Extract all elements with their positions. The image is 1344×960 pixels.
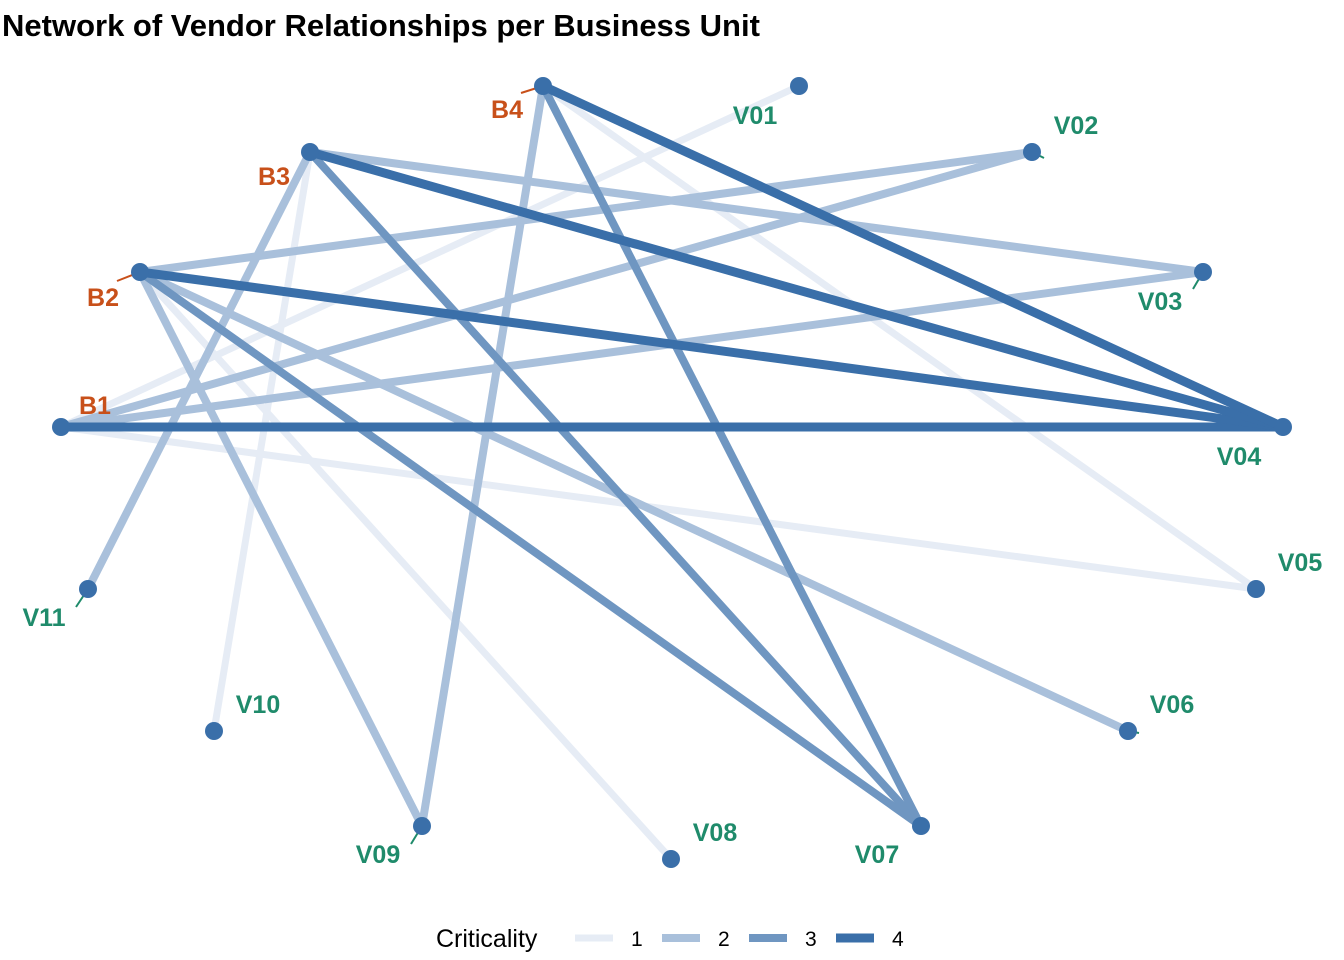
node-v10: [205, 722, 223, 740]
edge-b2-v02: [139, 148, 1033, 276]
node-b4: [534, 77, 552, 95]
node-b1: [52, 418, 70, 436]
edge-b2-v09: [136, 270, 426, 828]
node-label-b4: B4: [491, 96, 523, 124]
node-v02: [1023, 143, 1041, 161]
node-v05: [1247, 580, 1265, 598]
edges-layer: [59, 81, 1285, 862]
node-v03: [1194, 263, 1212, 281]
legend-keys: 1 2 3 4: [575, 928, 904, 951]
nodes-layer: [52, 77, 1292, 868]
node-label-v01: V01: [733, 102, 778, 130]
node-label-v02: V02: [1054, 112, 1098, 140]
edge-b3-v03: [309, 148, 1204, 276]
node-label-v10: V10: [236, 691, 280, 719]
node-labels-layer: B1 B2 B3 B4 V01 V02 V03 V04 V05 V06 V07 V08 V09 V10 V1…: [22, 96, 1322, 869]
node-label-v04: V04: [1217, 443, 1262, 471]
legend-title: Criticality: [436, 925, 538, 953]
edge-b3-v07: [307, 149, 924, 829]
node-v07: [912, 817, 930, 835]
edge-b4-v07: [539, 84, 925, 828]
node-v04: [1274, 418, 1292, 436]
node-label-b3: B3: [258, 163, 290, 191]
edge-b3-v11: [84, 150, 314, 591]
edge-b2-v04: [139, 267, 1284, 432]
node-v08: [662, 850, 680, 868]
edge-b4-v05: [540, 83, 1259, 592]
edge-b4-v04: [541, 81, 1285, 432]
edge-b2-v07: [137, 268, 924, 830]
node-label-v05: V05: [1278, 549, 1323, 577]
legend-label-1: 1: [631, 928, 643, 951]
edge-b2-v06: [138, 268, 1130, 735]
node-label-b2: B2: [87, 284, 119, 312]
node-label-v08: V08: [693, 819, 738, 847]
legend: Criticality 1 2 3 4: [436, 925, 904, 953]
node-label-v07: V07: [855, 841, 899, 869]
legend-label-2: 2: [718, 928, 730, 951]
node-v06: [1119, 722, 1137, 740]
legend-label-3: 3: [805, 928, 817, 951]
node-v09: [413, 817, 431, 835]
legend-label-4: 4: [892, 928, 904, 951]
node-label-v11: V11: [22, 604, 65, 632]
node-v11: [79, 580, 97, 598]
node-label-v09: V09: [356, 841, 400, 869]
edge-b1-v02: [59, 148, 1034, 431]
chart-title: Network of Vendor Relationships per Busi…: [2, 8, 760, 43]
node-b2: [131, 263, 149, 281]
edge-b2-v08: [137, 269, 674, 862]
node-b3: [301, 143, 319, 161]
node-label-v06: V06: [1150, 691, 1194, 719]
node-label-v03: V03: [1138, 288, 1182, 316]
node-v01: [790, 77, 808, 95]
node-label-b1: B1: [79, 392, 111, 420]
edge-b3-v04: [308, 147, 1285, 432]
